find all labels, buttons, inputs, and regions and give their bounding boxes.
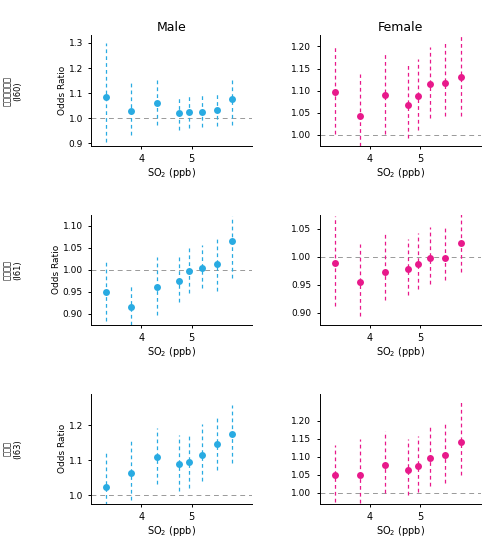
Text: 뇌경색
(I63): 뇌경색 (I63) [2, 439, 22, 459]
X-axis label: SO$_2$ (ppb): SO$_2$ (ppb) [147, 345, 196, 359]
X-axis label: SO$_2$ (ppb): SO$_2$ (ppb) [147, 524, 196, 538]
Text: 뇌내출혈
(I61): 뇌내출혈 (I61) [2, 260, 22, 280]
Y-axis label: Odds Ratio: Odds Ratio [58, 66, 67, 116]
Title: Female: Female [378, 21, 423, 34]
Y-axis label: Odds Ratio: Odds Ratio [52, 245, 61, 294]
X-axis label: SO$_2$ (ppb): SO$_2$ (ppb) [376, 345, 424, 359]
X-axis label: SO$_2$ (ppb): SO$_2$ (ppb) [376, 524, 424, 538]
Text: 지주막하출혈
(I60): 지주막하출혈 (I60) [2, 76, 22, 106]
Title: Male: Male [157, 21, 186, 34]
X-axis label: SO$_2$ (ppb): SO$_2$ (ppb) [147, 166, 196, 180]
X-axis label: SO$_2$ (ppb): SO$_2$ (ppb) [376, 166, 424, 180]
Y-axis label: Odds Ratio: Odds Ratio [58, 424, 67, 474]
